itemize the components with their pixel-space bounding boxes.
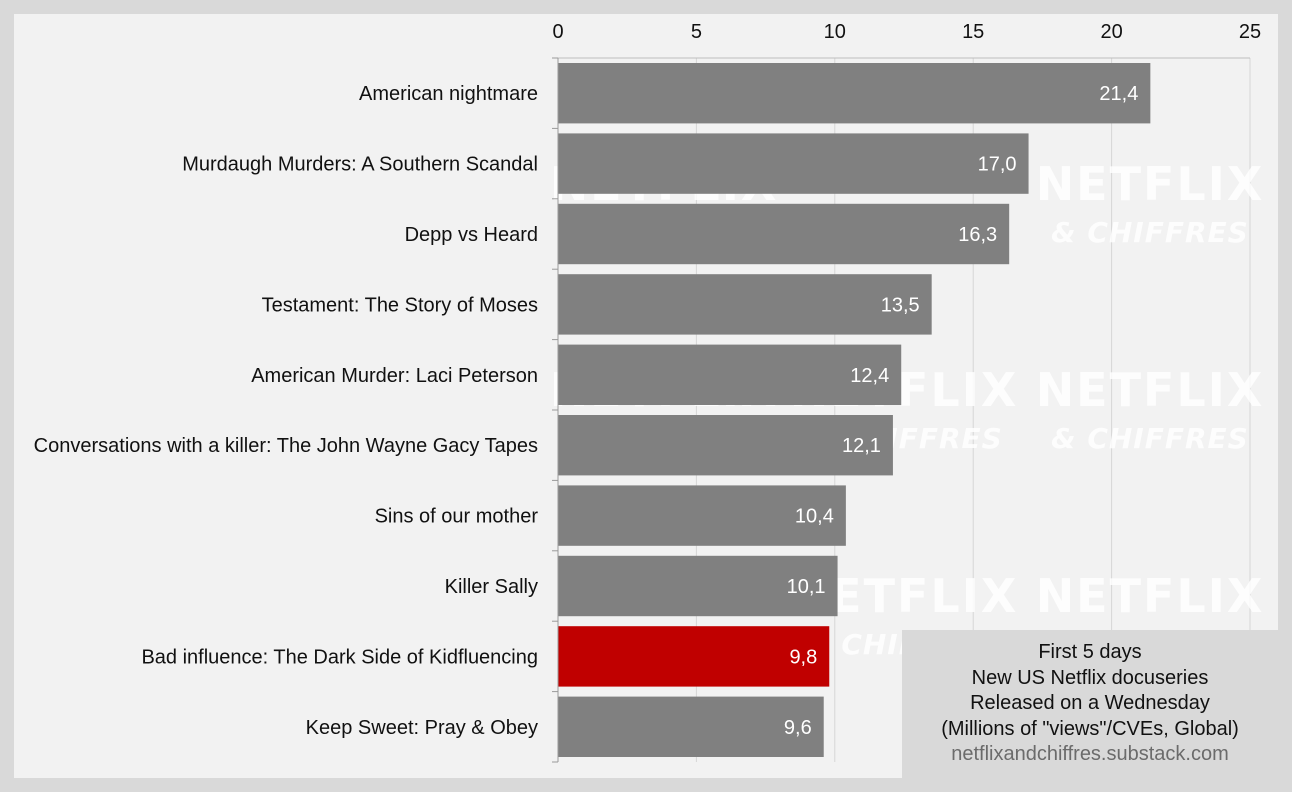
bar-9 <box>558 696 824 757</box>
legend-line-3: Released on a Wednesday <box>970 692 1210 714</box>
legend-line-4: (Millions of "views"/CVEs, Global) <box>941 717 1239 740</box>
bar-4 <box>558 344 902 405</box>
category-label-4: American Murder: Laci Peterson <box>251 365 538 387</box>
bar-8 <box>558 626 830 687</box>
x-tick-label-2: 10 <box>824 21 846 43</box>
watermark-logo-6: NETFLIX <box>1036 569 1265 623</box>
x-tick-label-5: 25 <box>1239 21 1261 43</box>
x-tick-label-4: 20 <box>1100 21 1122 43</box>
legend-box: First 5 days New US Netflix docuseries R… <box>902 630 1278 778</box>
chart-frame: 0 5 10 15 20 25 NETFLIX & CHIFFRES NETFLIX & CHIF… <box>14 14 1278 778</box>
bar-1 <box>558 133 1029 194</box>
bar-5 <box>558 415 893 476</box>
category-label-7: Killer Sally <box>445 576 538 598</box>
category-label-9: Keep Sweet: Pray & Obey <box>306 717 538 739</box>
data-label-0: 21,4 <box>1099 83 1138 105</box>
watermark-logo-4: NETFLIX <box>1036 363 1265 417</box>
data-label-2: 16,3 <box>958 224 997 246</box>
x-tick-label-3: 15 <box>962 21 984 43</box>
data-label-5: 12,1 <box>842 435 881 457</box>
bar-chart: 0 5 10 15 20 25 NETFLIX & CHIFFRES NETFLIX & CHIF… <box>34 21 1265 763</box>
data-label-3: 13,5 <box>881 294 920 316</box>
watermark-tag-4: & CHIFFRES <box>1051 422 1249 455</box>
bar-6 <box>558 485 846 546</box>
watermark-tag-1: & CHIFFRES <box>1051 216 1249 249</box>
legend-line-1: First 5 days <box>1038 641 1142 663</box>
x-tick-label-0: 0 <box>552 21 563 43</box>
data-label-1: 17,0 <box>978 154 1017 176</box>
category-label-0: American nightmare <box>359 83 538 105</box>
legend-line-2: New US Netflix docuseries <box>971 666 1209 689</box>
category-label-1: Murdaugh Murders: A Southern Scandal <box>182 154 538 176</box>
data-label-8: 9,8 <box>789 646 817 668</box>
category-label-2: Depp vs Heard <box>405 224 538 246</box>
bar-7 <box>558 555 838 617</box>
category-label-5: Conversations with a killer: The John Wa… <box>34 435 538 457</box>
x-tick-label-1: 5 <box>691 21 702 43</box>
data-label-6: 10,4 <box>795 506 834 528</box>
source-credit: netflixandchiffres.substack.com <box>951 743 1229 765</box>
data-label-7: 10,1 <box>787 576 826 598</box>
bar-2 <box>558 203 1010 265</box>
watermark-logo-1: NETFLIX <box>1036 157 1265 211</box>
data-label-9: 9,6 <box>784 717 812 739</box>
data-label-4: 12,4 <box>850 365 889 387</box>
category-label-6: Sins of our mother <box>375 506 539 528</box>
category-label-3: Testament: The Story of Moses <box>262 294 538 316</box>
bar-0 <box>558 63 1151 124</box>
bar-3 <box>558 274 932 335</box>
category-label-8: Bad influence: The Dark Side of Kidfluen… <box>141 646 538 668</box>
